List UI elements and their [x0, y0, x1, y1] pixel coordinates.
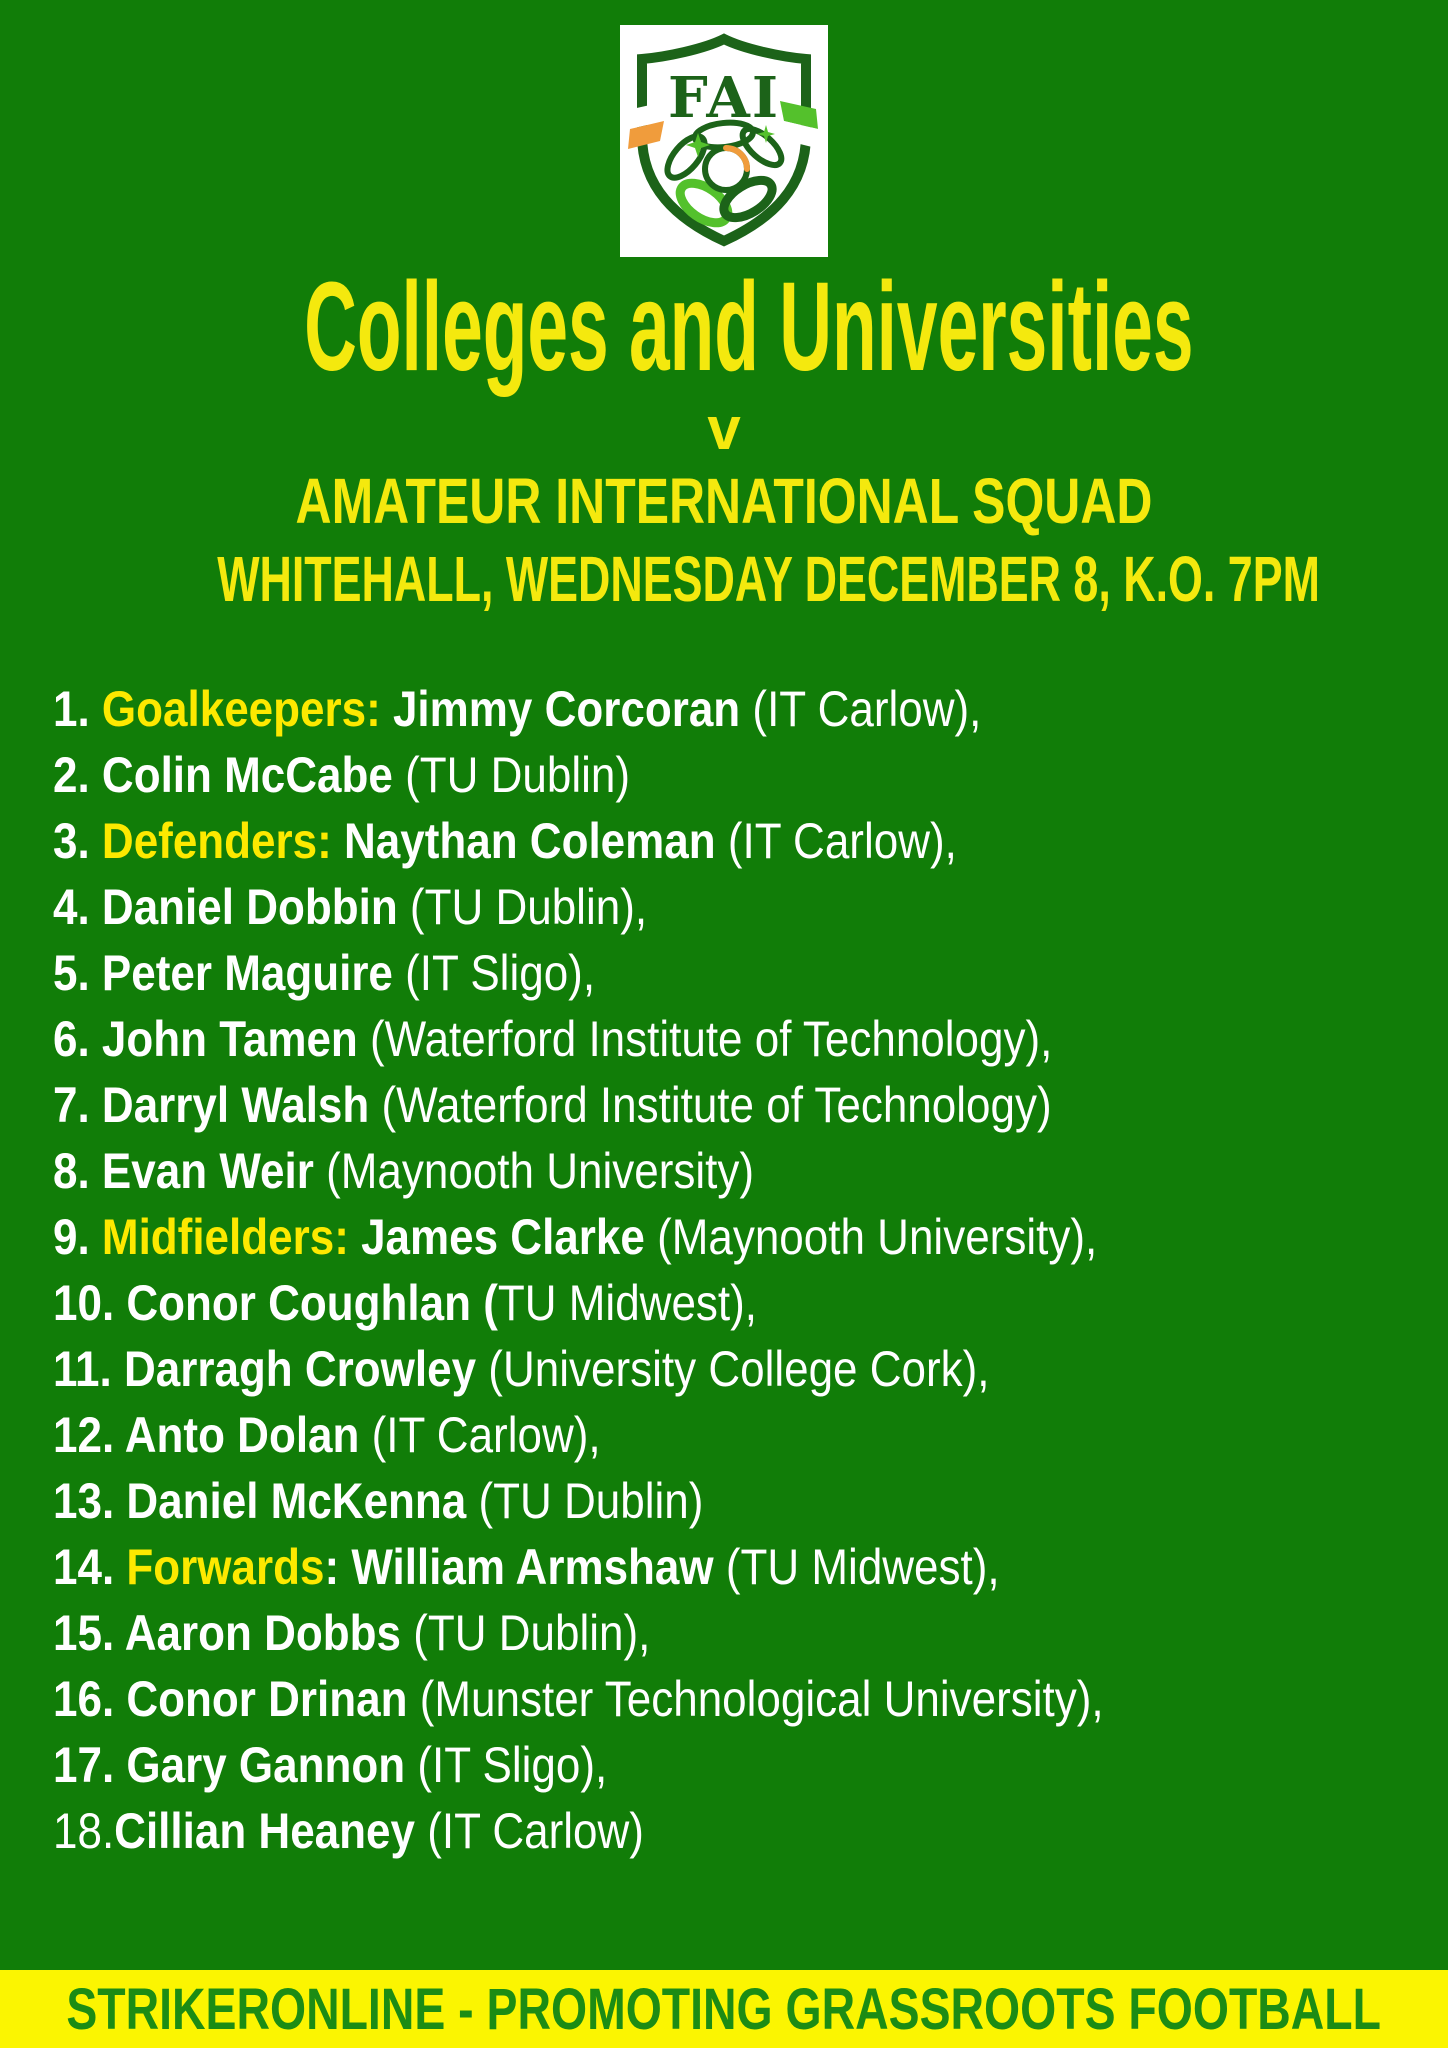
fai-crest-icon: FAI	[628, 33, 820, 247]
player-name: 2.	[53, 747, 102, 803]
fai-logo-text: FAI	[668, 65, 780, 131]
player-name: 1.	[53, 681, 102, 737]
squad-row: 18.Cillian Heaney (IT Carlow)	[53, 1798, 1104, 1864]
squad-row: 12. Anto Dolan (IT Carlow),	[53, 1402, 1104, 1468]
squad-row: 16. Conor Drinan (Munster Technological …	[53, 1666, 1104, 1732]
fai-logo: FAI	[620, 25, 828, 257]
player-name: 4.	[53, 879, 102, 935]
squad-row: 14. Forwards: William Armshaw (TU Midwes…	[53, 1534, 1104, 1600]
player-name: 9.	[53, 1209, 102, 1265]
squad-row: 2. Colin McCabe (TU Dublin)	[53, 742, 1104, 808]
squad-row: 8. Evan Weir (Maynooth University)	[53, 1138, 1104, 1204]
player-name: Aaron Dobbs	[124, 1605, 414, 1661]
institution-label: (IT Carlow)	[427, 1803, 644, 1859]
institution-label: (Maynooth University)	[326, 1143, 755, 1199]
player-name: John Tamen	[101, 1011, 371, 1067]
player-name: William Armshaw	[351, 1539, 726, 1595]
institution-label: (Maynooth University),	[657, 1209, 1098, 1265]
player-name: Darryl Walsh	[101, 1077, 382, 1133]
player-name: 6.	[53, 1011, 102, 1067]
player-name: 16.	[53, 1671, 127, 1727]
institution-label: (Munster Technological University),	[419, 1671, 1104, 1727]
footer-banner: STRIKERONLINE - PROMOTING GRASSROOTS FOO…	[0, 1970, 1448, 2048]
page-title: Colleges and Universities	[304, 256, 1194, 397]
player-name: Evan Weir	[101, 1143, 327, 1199]
position-label: Goalkeepers:	[101, 681, 393, 737]
institution-label: (TU Dublin),	[409, 879, 648, 935]
player-name: Darragh Crowley	[123, 1341, 489, 1397]
opponent-line: AMATEUR INTERNATIONAL SQUAD	[295, 465, 1153, 537]
squad-row: 4. Daniel Dobbin (TU Dublin),	[53, 874, 1104, 940]
squad-row: 13. Daniel McKenna (TU Dublin)	[53, 1468, 1104, 1534]
football-graphic	[664, 119, 785, 228]
player-name: 12.	[53, 1407, 125, 1463]
player-name: Naythan Coleman	[343, 813, 728, 869]
position-label: Forwards	[126, 1539, 325, 1595]
player-name: 14.	[53, 1539, 127, 1595]
position-label: Defenders:	[101, 813, 344, 869]
institution-label: (TU Dublin)	[478, 1473, 704, 1529]
institution-label: (TU Midwest),	[725, 1539, 1000, 1595]
player-name: Gary Gannon	[126, 1737, 418, 1793]
player-name: 5.	[53, 945, 102, 1001]
versus-label: v	[707, 395, 741, 462]
player-name: Peter Maguire	[101, 945, 406, 1001]
player-name: Daniel McKenna	[126, 1473, 479, 1529]
institution-label: (IT Sligo),	[417, 1737, 608, 1793]
institution-label: (TU Dublin),	[413, 1605, 651, 1661]
player-name: :	[324, 1539, 352, 1595]
player-name: Conor Drinan	[126, 1671, 420, 1727]
institution-label: (IT Carlow),	[752, 681, 982, 737]
squad-row: 6. John Tamen (Waterford Institute of Te…	[53, 1006, 1104, 1072]
squad-row: 11. Darragh Crowley (University College …	[53, 1336, 1104, 1402]
institution-label: (Waterford Institute of Technology)	[381, 1077, 1052, 1133]
player-name: Daniel Dobbin	[101, 879, 410, 935]
player-name: 15.	[53, 1605, 125, 1661]
institution-label: TU Midwest),	[497, 1275, 758, 1331]
venue-date-line: WHITEHALL, WEDNESDAY DECEMBER 8, K.O. 7P…	[217, 543, 1320, 615]
player-name: 13.	[53, 1473, 127, 1529]
institution-label: (IT Carlow),	[371, 1407, 601, 1463]
squad-row: 9. Midfielders: James Clarke (Maynooth U…	[53, 1204, 1104, 1270]
player-name: 17.	[53, 1737, 127, 1793]
institution-label: (University College Cork),	[488, 1341, 990, 1397]
squad-row: 15. Aaron Dobbs (TU Dublin),	[53, 1600, 1104, 1666]
player-name: 11.	[53, 1341, 124, 1397]
institution-label: (Waterford Institute of Technology),	[370, 1011, 1053, 1067]
player-name: 10.	[53, 1275, 127, 1331]
institution-label: (TU Dublin)	[405, 747, 630, 803]
footer-banner-text: STRIKERONLINE - PROMOTING GRASSROOTS FOO…	[66, 1976, 1382, 2042]
position-label: Midfielders:	[101, 1209, 362, 1265]
player-name: James Clarke	[361, 1209, 658, 1265]
player-name: 3.	[53, 813, 102, 869]
squad-row: 1. Goalkeepers: Jimmy Corcoran (IT Carlo…	[53, 676, 1104, 742]
squad-row: 17. Gary Gannon (IT Sligo),	[53, 1732, 1104, 1798]
player-name: Conor Coughlan (	[126, 1275, 498, 1331]
squad-list: 1. Goalkeepers: Jimmy Corcoran (IT Carlo…	[53, 676, 1104, 1864]
player-name: Jimmy Corcoran	[392, 681, 753, 737]
squad-row: 3. Defenders: Naythan Coleman (IT Carlow…	[53, 808, 1104, 874]
player-name: 8.	[53, 1143, 102, 1199]
player-name: Anto Dolan	[124, 1407, 372, 1463]
squad-row: 5. Peter Maguire (IT Sligo),	[53, 940, 1104, 1006]
institution-label: (IT Carlow),	[727, 813, 957, 869]
squad-row: 7. Darryl Walsh (Waterford Institute of …	[53, 1072, 1104, 1138]
player-name: Cillian Heaney	[114, 1803, 428, 1859]
institution-label: (IT Sligo),	[405, 945, 596, 1001]
player-name: 7.	[53, 1077, 102, 1133]
institution-label: 18.	[53, 1803, 115, 1859]
player-name: Colin McCabe	[101, 747, 406, 803]
squad-row: 10. Conor Coughlan (TU Midwest),	[53, 1270, 1104, 1336]
